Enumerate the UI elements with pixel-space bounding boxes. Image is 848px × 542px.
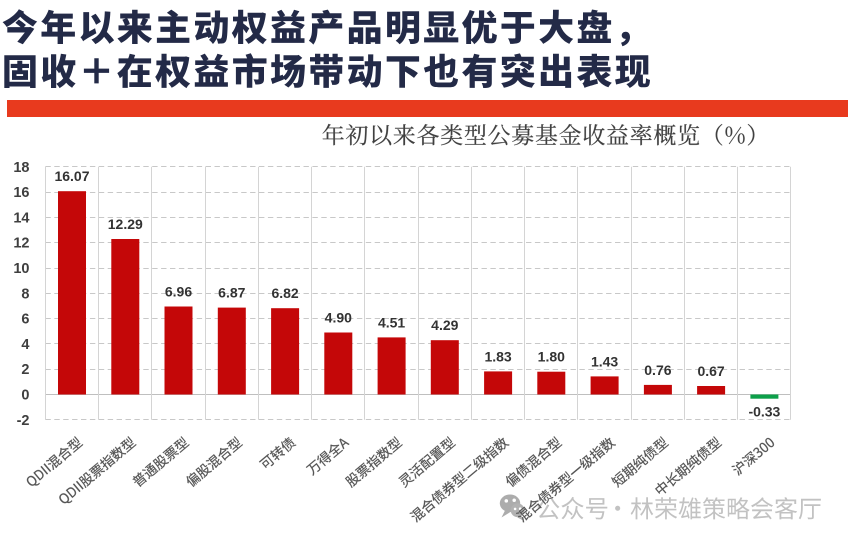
svg-text:0.67: 0.67	[697, 363, 724, 379]
svg-text:0.76: 0.76	[644, 362, 671, 378]
svg-text:10: 10	[13, 261, 29, 277]
svg-text:18: 18	[13, 160, 29, 176]
svg-text:16.07: 16.07	[54, 168, 89, 184]
svg-text:0: 0	[21, 388, 29, 404]
svg-text:6: 6	[21, 312, 29, 328]
svg-text:1.43: 1.43	[591, 353, 618, 369]
svg-text:6.96: 6.96	[165, 284, 192, 300]
svg-text:6.82: 6.82	[271, 285, 298, 301]
svg-text:4.90: 4.90	[325, 310, 352, 326]
svg-text:12.29: 12.29	[108, 216, 143, 232]
svg-text:14: 14	[13, 210, 29, 226]
svg-text:12: 12	[13, 236, 29, 252]
svg-text:16: 16	[13, 185, 29, 201]
svg-text:-2: -2	[17, 413, 30, 429]
svg-text:-0.33: -0.33	[748, 404, 780, 420]
svg-text:6.87: 6.87	[218, 285, 245, 301]
svg-text:4: 4	[21, 337, 29, 353]
svg-text:1.83: 1.83	[484, 348, 511, 364]
svg-text:2: 2	[21, 362, 29, 378]
svg-text:4.51: 4.51	[378, 314, 405, 330]
svg-text:8: 8	[21, 286, 29, 302]
svg-text:1.80: 1.80	[538, 349, 565, 365]
svg-text:4.29: 4.29	[431, 317, 458, 333]
